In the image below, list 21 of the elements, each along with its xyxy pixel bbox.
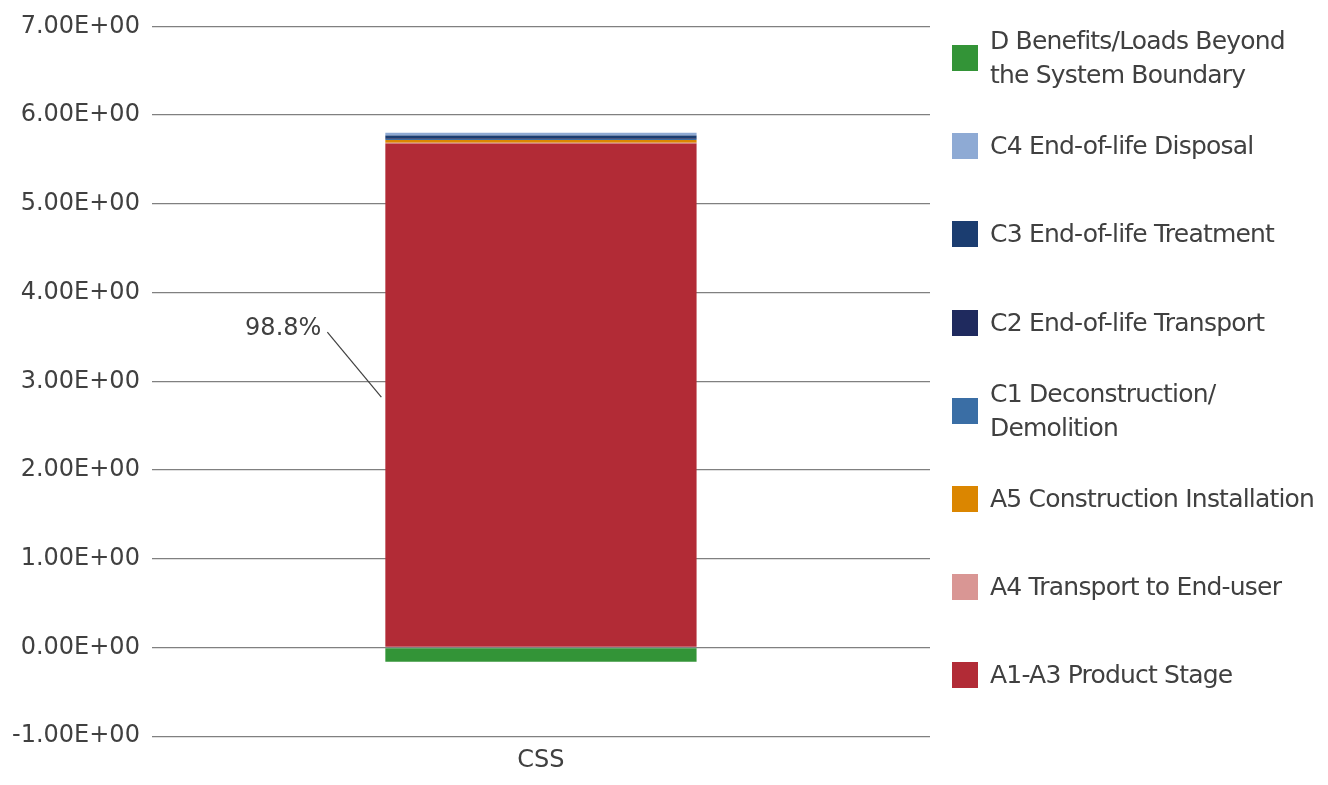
legend-label: C1 Deconstruction/ Demolition bbox=[990, 377, 1217, 444]
bar bbox=[385, 648, 697, 662]
legend-label: C3 End-of-life Treatment bbox=[990, 218, 1275, 251]
legend-label: C2 End-of-life Transport bbox=[990, 306, 1265, 339]
y-tick-label: 2.00E+00 bbox=[20, 454, 140, 483]
legend-label: C4 End-of-life Disposal bbox=[990, 130, 1254, 163]
legend-label: D Benefits/Loads Beyond the System Boundary bbox=[990, 25, 1286, 92]
y-tick-label: 0.00E+00 bbox=[20, 631, 140, 660]
y-tick-label: 6.00E+00 bbox=[20, 99, 140, 128]
y-tick-label: 1.00E+00 bbox=[20, 542, 140, 571]
y-tick-label: 7.00E+00 bbox=[20, 10, 140, 39]
legend-label: A5 Construction Installation bbox=[990, 483, 1315, 516]
annotation: 98.8% bbox=[245, 313, 322, 342]
y-tick-label: 3.00E+00 bbox=[20, 365, 140, 394]
legend-label: A1-A3 Product Stage bbox=[990, 659, 1233, 692]
legend-label: A4 Transport to End-user bbox=[990, 571, 1282, 604]
y-tick-label: 5.00E+00 bbox=[20, 188, 140, 217]
y-tick-label: 4.00E+00 bbox=[20, 276, 140, 305]
bar bbox=[385, 143, 697, 647]
y-tick-label: -1.00E+00 bbox=[11, 720, 140, 749]
x-tick-label: CSS bbox=[517, 744, 565, 773]
